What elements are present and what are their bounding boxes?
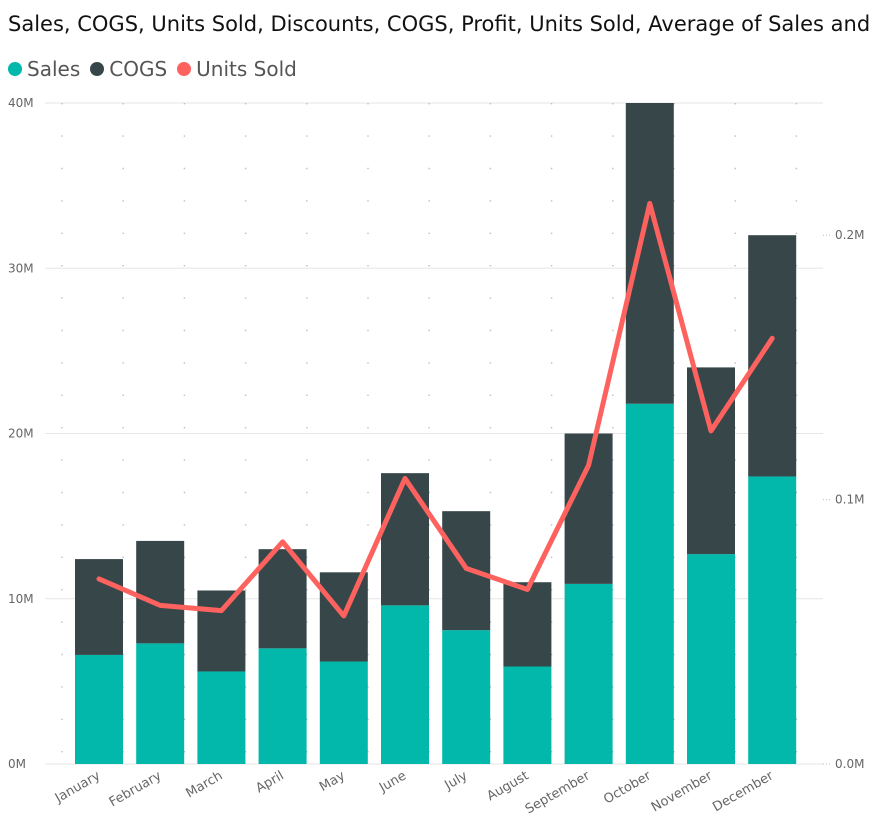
point-units-sold	[159, 604, 161, 606]
legend-label-cogs: COGS	[109, 57, 168, 81]
y-right-tick-label: 0.1M	[835, 493, 864, 507]
y-left-tick-label: 10M	[8, 592, 34, 606]
point-units-sold	[343, 615, 345, 617]
x-tick-label: February	[107, 768, 165, 810]
y-left-tick-label: 40M	[8, 96, 34, 110]
bar-sales	[136, 643, 185, 764]
point-units-sold	[710, 430, 712, 432]
point-units-sold	[98, 578, 100, 580]
legend-marker-cogs	[90, 62, 105, 76]
bar-sales	[381, 605, 429, 764]
point-units-sold	[220, 610, 222, 612]
legend-label-units-sold: Units Sold	[196, 57, 297, 81]
y-left-tick-label: 0M	[8, 757, 26, 771]
bar-cogs	[503, 582, 552, 667]
bar-cogs	[687, 367, 735, 555]
bar-sales	[625, 403, 674, 764]
legend-item-units-sold[interactable]: Units Sold	[177, 57, 297, 81]
y-right-tick-label: 0.2M	[835, 228, 864, 242]
point-units-sold	[282, 541, 284, 543]
point-units-sold	[465, 567, 467, 569]
bar-cogs	[197, 590, 246, 672]
x-tick-label: May	[317, 768, 348, 795]
x-tick-label: July	[442, 768, 471, 793]
x-tick-label: June	[376, 768, 409, 796]
bar-sales	[687, 554, 735, 764]
bar-cogs	[136, 540, 185, 644]
x-tick-label: December	[710, 768, 776, 815]
bar-cogs	[625, 103, 674, 404]
x-tick-label: January	[52, 768, 103, 806]
point-units-sold	[526, 588, 528, 590]
bar-sales	[442, 630, 491, 764]
bar-cogs	[748, 235, 797, 477]
point-units-sold	[771, 337, 773, 339]
y-left-tick-label: 20M	[8, 427, 34, 441]
y-left-tick-label: 30M	[8, 261, 34, 275]
bar-sales	[197, 671, 246, 764]
bar-sales	[75, 654, 123, 764]
bar-cogs	[381, 473, 429, 606]
x-tick-label: April	[253, 768, 286, 796]
bar-cogs	[258, 549, 307, 649]
legend-item-cogs[interactable]: COGS	[90, 57, 167, 81]
bar-cogs	[75, 559, 123, 655]
chart-title: Sales, COGS, Units Sold, Discounts, COGS…	[8, 12, 872, 36]
legend-marker-sales	[8, 62, 22, 76]
bar-sales	[564, 583, 613, 764]
bar-sales	[319, 661, 368, 764]
point-units-sold	[649, 202, 651, 204]
x-tick-label: August	[484, 768, 531, 804]
bar-sales	[258, 648, 307, 764]
legend-label-sales: Sales	[27, 57, 81, 81]
y-right-tick-label: 0.0M	[835, 757, 864, 771]
x-tick-label: October	[601, 768, 654, 807]
legend: Sales COGS Units Sold	[8, 57, 307, 81]
point-units-sold	[588, 464, 590, 466]
legend-marker-units-sold	[177, 62, 192, 76]
line-units-sold	[96, 200, 775, 619]
legend-item-sales[interactable]: Sales	[8, 57, 80, 81]
x-tick-label: September	[523, 768, 593, 816]
point-units-sold	[404, 477, 406, 479]
x-tick-label: March	[184, 768, 226, 801]
bar-sales	[503, 666, 552, 764]
bar-sales	[748, 476, 797, 764]
x-tick-label: November	[649, 768, 716, 815]
